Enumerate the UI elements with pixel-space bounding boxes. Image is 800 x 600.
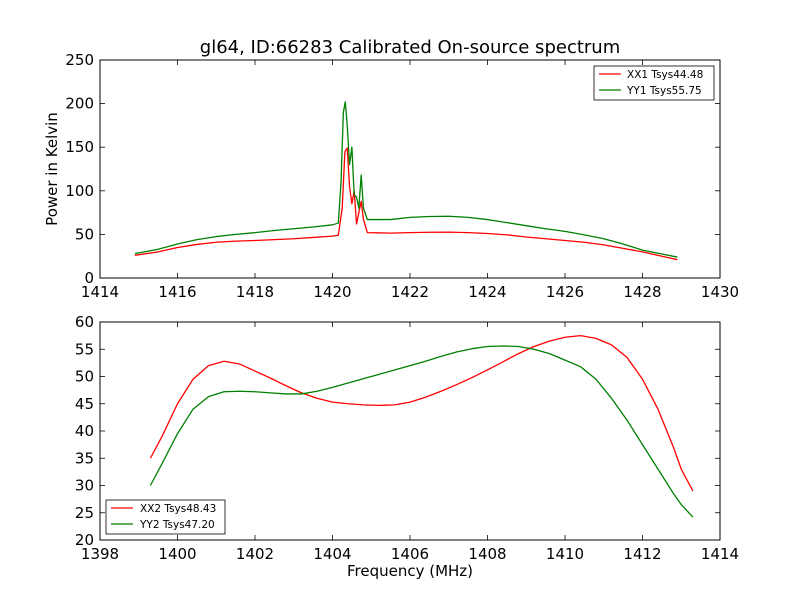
y-tick-label: 40 [75,422,94,440]
y-tick-label: 150 [65,138,94,156]
x-tick-label: 1408 [468,545,506,563]
y-tick-label: 35 [75,449,94,467]
x-tick-label: 1422 [391,283,429,301]
series-line-yy1 [134,101,678,258]
bottom-legend-box [105,499,226,535]
y-tick-label: 45 [75,395,94,413]
bottom-plot-frame [99,321,721,541]
x-tick-label: 1424 [468,283,506,301]
x-tick-label: 1402 [236,545,274,563]
x-tick-label: 1406 [391,545,429,563]
y-tick-label: 60 [75,313,94,331]
x-tick-label: 1400 [158,545,196,563]
top-legend-box [593,65,715,101]
y-tick-label: 50 [75,368,94,386]
x-tick-label: 1418 [236,283,274,301]
top-series-layer [134,101,678,261]
chart-title: gl64, ID:66283 Calibrated On-source spec… [200,37,620,58]
y-tick-label: 50 [75,225,94,243]
series-line-yy2 [149,345,694,518]
legend-label-yy2: YY2 Tsys47.20 [139,519,215,531]
legend-label-xx2: XX2 Tsys48.43 [140,503,216,515]
y-tick-label: 55 [75,340,94,358]
bottom-panel: Frequency (MHz) 1398 1400 1402 1404 1406 1408… [75,313,739,580]
x-tick-label: 1414 [81,283,119,301]
legend-label-xx1: XX1 Tsys44.48 [627,69,703,81]
top-panel: gl64, ID:66283 Calibrated On-source spec… [43,37,739,301]
x-tick-label: 1410 [546,545,584,563]
y-axis-label: Power in Kelvin [43,112,61,226]
legend-label-yy1: YY1 Tsys55.75 [626,85,702,97]
x-tick-label: 1430 [701,283,739,301]
bottom-series-layer [149,334,694,518]
x-tick-label: 1404 [313,545,351,563]
y-tick-label: 0 [84,269,94,287]
x-tick-label: 1412 [623,545,661,563]
x-tick-label: 1426 [546,283,584,301]
top-legend: XX1 Tsys44.48 YY1 Tsys55.75 [593,65,715,101]
x-tick-label: 1398 [81,545,119,563]
x-tick-label: 1416 [158,283,196,301]
y-tick-label: 100 [65,182,94,200]
x-tick-label: 1414 [701,545,739,563]
y-tick-label: 250 [65,51,94,69]
y-tick-label: 20 [75,531,94,549]
series-line-xx2 [149,334,694,492]
bottom-legend: XX2 Tsys48.43 YY2 Tsys47.20 [105,499,226,535]
bottom-tick-layer: 1398 1400 1402 1404 1406 1408 1410 1412 1414 20 25… [75,313,739,563]
x-axis-label: Frequency (MHz) [347,562,473,580]
series-line-xx1 [134,147,678,261]
y-tick-label: 200 [65,95,94,113]
top-plot-frame [99,59,721,279]
x-tick-label: 1428 [623,283,661,301]
x-tick-label: 1420 [313,283,351,301]
top-tick-layer: 1414 1416 1418 1420 1422 1424 1426 1428 1430 0 50 1… [65,51,739,301]
y-tick-label: 25 [75,504,94,522]
y-tick-label: 30 [75,477,94,495]
